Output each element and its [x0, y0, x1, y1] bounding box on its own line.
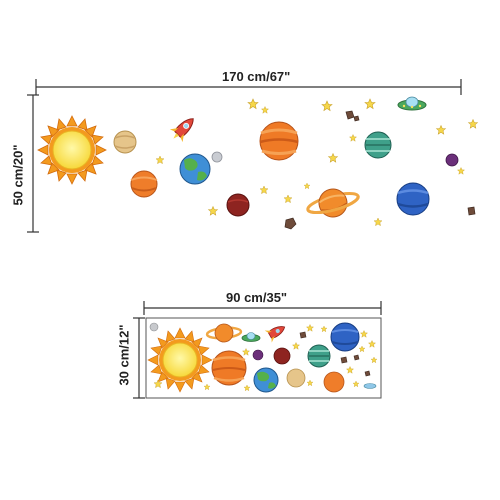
asteroid-icon	[284, 110, 476, 230]
sheet-width-label: 90 cm/35"	[226, 290, 288, 305]
saturn-icon	[306, 188, 360, 218]
large-decal-width-dimension	[35, 79, 462, 95]
planet-icon	[330, 322, 360, 352]
ufo-icon	[363, 383, 377, 389]
planet-icon	[259, 121, 299, 161]
planet-icon	[211, 350, 247, 386]
planet-icon	[252, 349, 264, 361]
planet-icon	[307, 344, 331, 368]
planet-icon	[323, 371, 345, 393]
planet-icon	[286, 368, 306, 388]
large-decal-width-label: 170 cm/67"	[222, 69, 291, 84]
planet-icon	[130, 170, 158, 198]
sheet-height-dimension	[133, 317, 145, 399]
planet-icon	[226, 193, 250, 217]
rocket-icon	[169, 118, 194, 143]
asteroid-icon	[299, 331, 371, 377]
moon-icon	[149, 322, 159, 332]
planet-icon	[364, 131, 392, 159]
saturn-icon	[205, 323, 243, 343]
large-decal-height-dimension	[27, 94, 39, 233]
planet-icon	[445, 153, 459, 167]
sun-icon	[147, 327, 213, 393]
moon-icon	[211, 151, 223, 163]
planet-icon	[396, 182, 430, 216]
sheet-width-dimension	[143, 301, 382, 315]
planet-icon	[273, 347, 291, 365]
ufo-icon	[397, 96, 427, 111]
planet-icon	[253, 367, 279, 393]
planet-icon	[179, 153, 211, 185]
sun-icon	[37, 115, 107, 185]
rocket-icon	[264, 326, 286, 343]
planet-icon	[113, 130, 137, 154]
ufo-icon	[241, 332, 261, 342]
